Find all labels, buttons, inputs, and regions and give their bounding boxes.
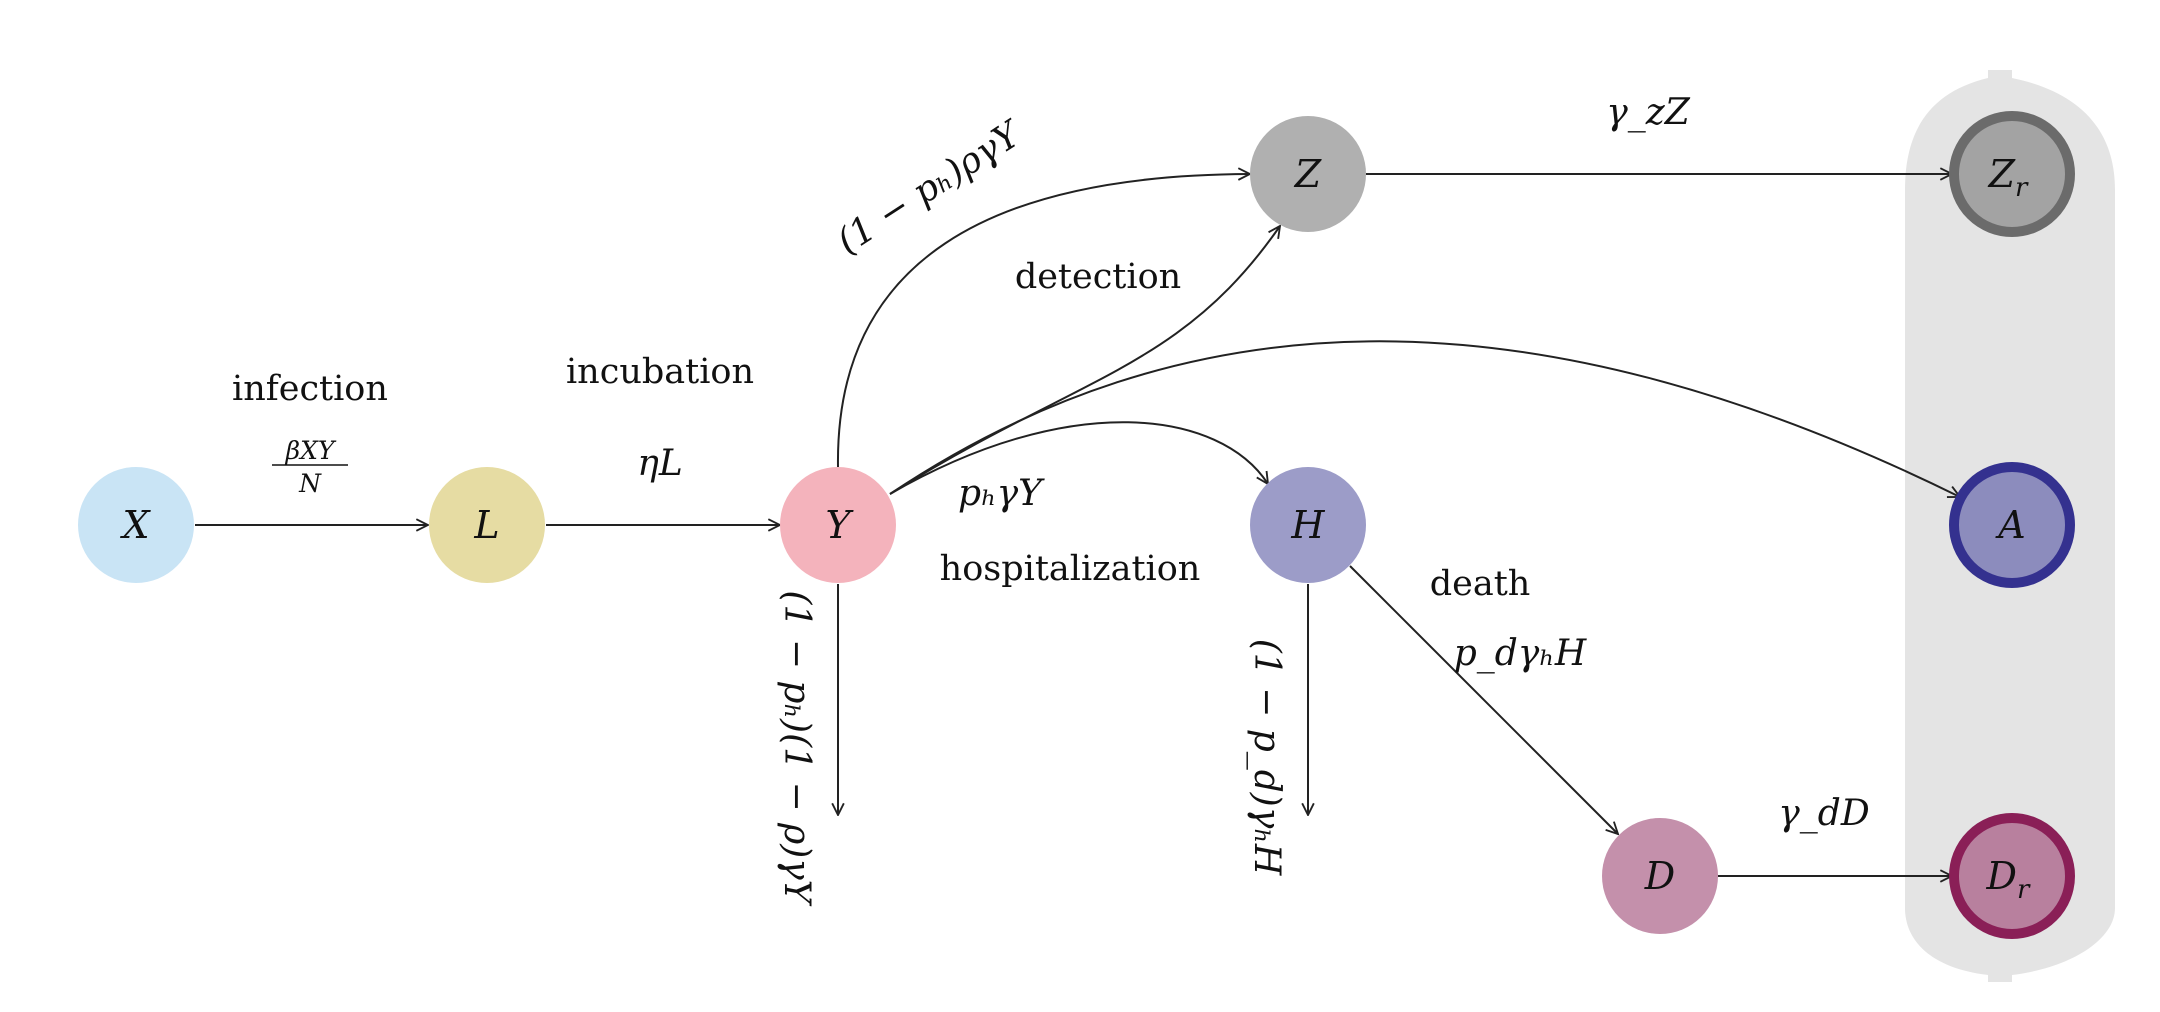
node-a-circle (1949, 462, 2075, 588)
rate-detection: (1 − pₕ)ργY (830, 112, 1030, 262)
node-a: A (1949, 462, 2075, 588)
label-hospitalization: hospitalization (940, 549, 1201, 589)
node-y-circle (780, 467, 896, 583)
node-zr: Zr (1949, 111, 2075, 237)
node-l: L (429, 467, 545, 583)
label-incubation: incubation (566, 352, 754, 392)
node-y: Y (780, 467, 896, 583)
node-h-label: H (1290, 503, 1325, 547)
node-h: H (1250, 467, 1366, 583)
edge-y-to-h (889, 421, 1268, 495)
edge-y-to-z-lower (889, 226, 1280, 495)
node-x-label: X (119, 503, 151, 547)
rate-infection: βXY N (272, 436, 348, 498)
rate-incubation: ηL (637, 443, 682, 484)
node-l-circle (429, 467, 545, 583)
node-dr-circle (1949, 813, 2075, 939)
node-d-circle (1602, 818, 1718, 934)
rate-recovery-y: (1 − pₕ)(1 − ρ)γY (776, 590, 817, 906)
rate-hospitalization: pₕγY (958, 473, 1045, 514)
node-x-circle (78, 467, 194, 583)
node-z: Z (1250, 116, 1366, 232)
label-death: death (1430, 564, 1531, 604)
node-l-label: L (473, 503, 499, 547)
label-detection: detection (1015, 257, 1181, 297)
node-z-circle (1250, 116, 1366, 232)
node-h-circle (1250, 467, 1366, 583)
node-d-label: D (1644, 854, 1675, 898)
node-x: X (78, 467, 194, 583)
node-d: D (1602, 818, 1718, 934)
node-a-label: A (1995, 503, 2025, 547)
node-z-label: Z (1294, 152, 1322, 196)
node-dr: Dr (1949, 813, 2075, 939)
label-infection: infection (232, 369, 388, 409)
edge-h-to-d (1349, 565, 1618, 834)
edge-y-to-z-top (836, 174, 1250, 468)
node-y-label: Y (825, 503, 854, 547)
rate-infection-numerator: βXY (285, 436, 337, 465)
rate-infection-denominator: N (298, 469, 322, 498)
rate-z-removal: γ_zZ (1606, 92, 1690, 133)
edge-y-to-a (889, 340, 1960, 497)
node-zr-label: Zr (1988, 152, 2029, 203)
node-zr-circle (1949, 111, 2075, 237)
rate-death: p_dγₕH (1454, 633, 1587, 674)
rate-d-removal: γ_dD (1778, 793, 1870, 834)
node-dr-label: Dr (1986, 854, 2031, 905)
rate-recovery-h: (1 − p_d)γₕH (1246, 639, 1287, 876)
